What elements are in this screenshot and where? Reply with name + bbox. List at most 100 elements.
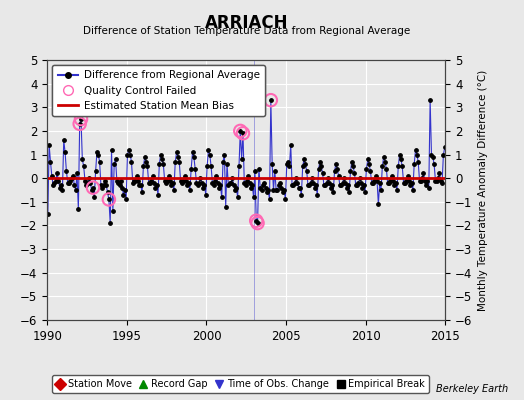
Point [51,177,60,184]
Point [411,147,420,153]
Point [131,177,139,184]
Point [137,182,145,188]
Point [62,168,71,174]
Point [399,180,408,186]
Point [435,170,444,177]
Point [237,156,246,162]
Point [74,206,83,212]
Point [211,177,219,184]
Point [231,187,239,193]
Text: Berkeley Earth: Berkeley Earth [436,384,508,394]
Point [45,142,53,148]
Point [418,175,427,181]
Point [302,168,311,174]
Point [362,166,370,172]
Point [188,149,196,155]
Point [254,220,262,226]
Point [203,163,211,170]
Point [381,158,389,165]
Point [139,163,148,170]
Point [416,177,424,184]
Point [223,161,231,167]
Point [157,151,165,158]
Point [50,180,59,186]
Point [389,177,397,184]
Point [289,182,298,188]
Point [205,151,214,158]
Point [165,173,173,179]
Point [95,158,104,165]
Point [409,187,417,193]
Point [70,182,79,188]
Point [349,163,357,170]
Point [163,177,171,184]
Point [261,184,270,191]
Point [417,177,425,184]
Point [305,182,313,188]
Point [102,182,111,188]
Point [352,182,360,188]
Point [397,156,405,162]
Point [244,173,253,179]
Point [430,161,438,167]
Point [190,154,198,160]
Point [301,161,310,167]
Point [107,147,116,153]
Point [134,177,143,184]
Text: ARRIACH: ARRIACH [204,14,288,32]
Point [337,182,345,188]
Point [172,149,181,155]
Point [183,182,191,188]
Point [326,184,335,191]
Point [312,182,320,188]
Point [307,180,315,186]
Point [377,187,385,193]
Point [250,168,259,174]
Point [228,175,236,181]
Point [208,180,216,186]
Point [83,180,92,186]
Point [336,182,344,188]
Point [49,182,57,188]
Point [65,180,73,186]
Point [145,180,153,186]
Point [374,201,383,207]
Point [403,173,412,179]
Point [358,184,367,191]
Point [423,177,432,184]
Point [344,182,352,188]
Point [313,192,322,198]
Point [177,177,185,184]
Point [58,187,67,193]
Point [232,184,241,191]
Point [94,151,103,158]
Point [263,189,271,196]
Point [319,170,327,177]
Point [384,180,392,186]
Point [255,166,263,172]
Point [93,149,101,155]
Point [227,180,235,186]
Point [436,177,445,184]
Point [317,163,325,170]
Point [379,154,388,160]
Point [68,175,76,181]
Point [279,189,287,196]
Point [294,184,303,191]
Point [81,177,89,184]
Point [63,180,72,186]
Point [166,177,174,184]
Point [391,180,400,186]
Point [340,175,348,181]
Point [91,168,100,174]
Point [370,177,378,184]
Point [385,180,393,186]
Point [407,180,416,186]
Point [252,218,260,224]
Point [382,166,390,172]
Point [378,163,387,170]
Point [247,184,255,191]
Point [207,163,215,170]
Point [73,170,81,177]
Point [82,182,91,188]
